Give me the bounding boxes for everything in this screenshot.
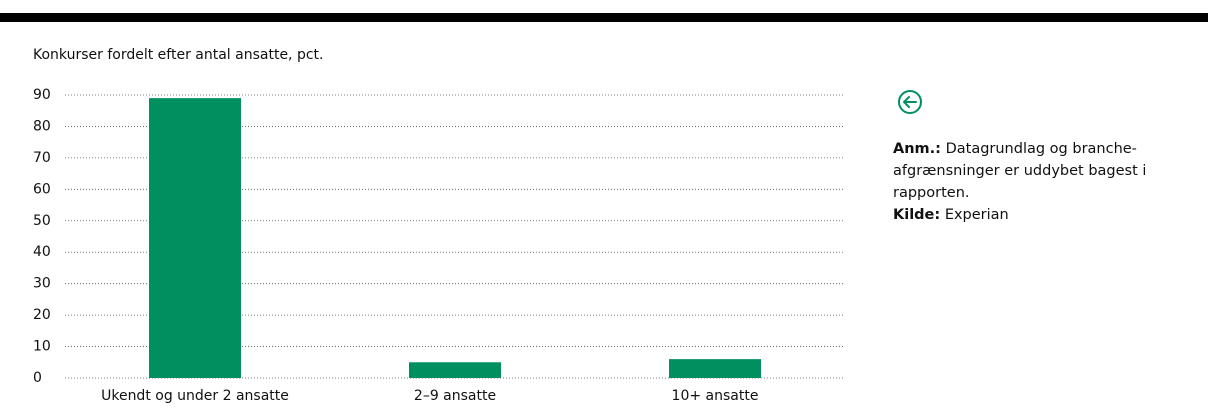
bar: [149, 98, 241, 379]
y-tick-label: 40: [33, 244, 51, 260]
y-tick-label: 90: [33, 87, 51, 103]
icon-circle[interactable]: [898, 90, 922, 114]
y-tick-label: 20: [33, 307, 51, 323]
source-line: Kilde: Experian: [893, 204, 1185, 226]
back-icon[interactable]: [898, 90, 922, 114]
source-text: Experian: [944, 207, 1009, 223]
note-label: Anm.:: [893, 141, 941, 157]
note: Anm.: Datagrundlag og branche-afgrænsnin…: [893, 138, 1185, 226]
note-line: Anm.: Datagrundlag og branche-afgrænsnin…: [893, 138, 1185, 204]
y-tick-label: 60: [33, 181, 51, 197]
note-text: Datagrundlag og branche-afgrænsninger er…: [893, 141, 1147, 201]
source-label: Kilde:: [893, 207, 941, 223]
x-tick-label: 10+ ansatte: [672, 388, 759, 404]
x-tick-label: Ukendt og under 2 ansatte: [101, 388, 289, 404]
y-tick-label: 80: [33, 118, 51, 134]
y-tick-label: 30: [33, 276, 51, 292]
bar: [669, 359, 761, 378]
y-tick-label: 70: [33, 150, 51, 166]
top-bar: [0, 13, 1208, 22]
y-tick-label: 50: [33, 213, 51, 229]
x-tick-label: 2–9 ansatte: [414, 388, 496, 404]
y-tick-label: 0: [33, 370, 42, 386]
chart-subtitle: Konkurser fordelt efter antal ansatte, p…: [33, 47, 323, 63]
y-tick-label: 10: [33, 339, 51, 355]
icon-arrow[interactable]: [903, 96, 917, 108]
bar: [409, 362, 501, 378]
